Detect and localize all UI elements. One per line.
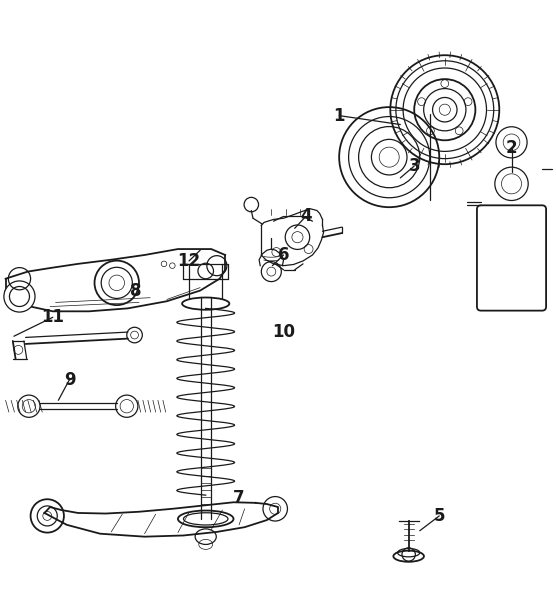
Text: 5: 5 bbox=[434, 507, 445, 525]
Text: 2: 2 bbox=[506, 139, 517, 157]
Text: 9: 9 bbox=[64, 371, 75, 388]
Text: 6: 6 bbox=[278, 246, 289, 264]
Text: 4: 4 bbox=[300, 208, 311, 225]
Text: 11: 11 bbox=[41, 308, 64, 326]
Text: 1: 1 bbox=[334, 107, 345, 125]
Text: 3: 3 bbox=[409, 157, 420, 175]
Text: 7: 7 bbox=[234, 489, 245, 507]
Text: 8: 8 bbox=[131, 282, 142, 299]
Text: 10: 10 bbox=[272, 323, 295, 341]
Circle shape bbox=[4, 281, 35, 312]
Text: 12: 12 bbox=[177, 252, 201, 270]
